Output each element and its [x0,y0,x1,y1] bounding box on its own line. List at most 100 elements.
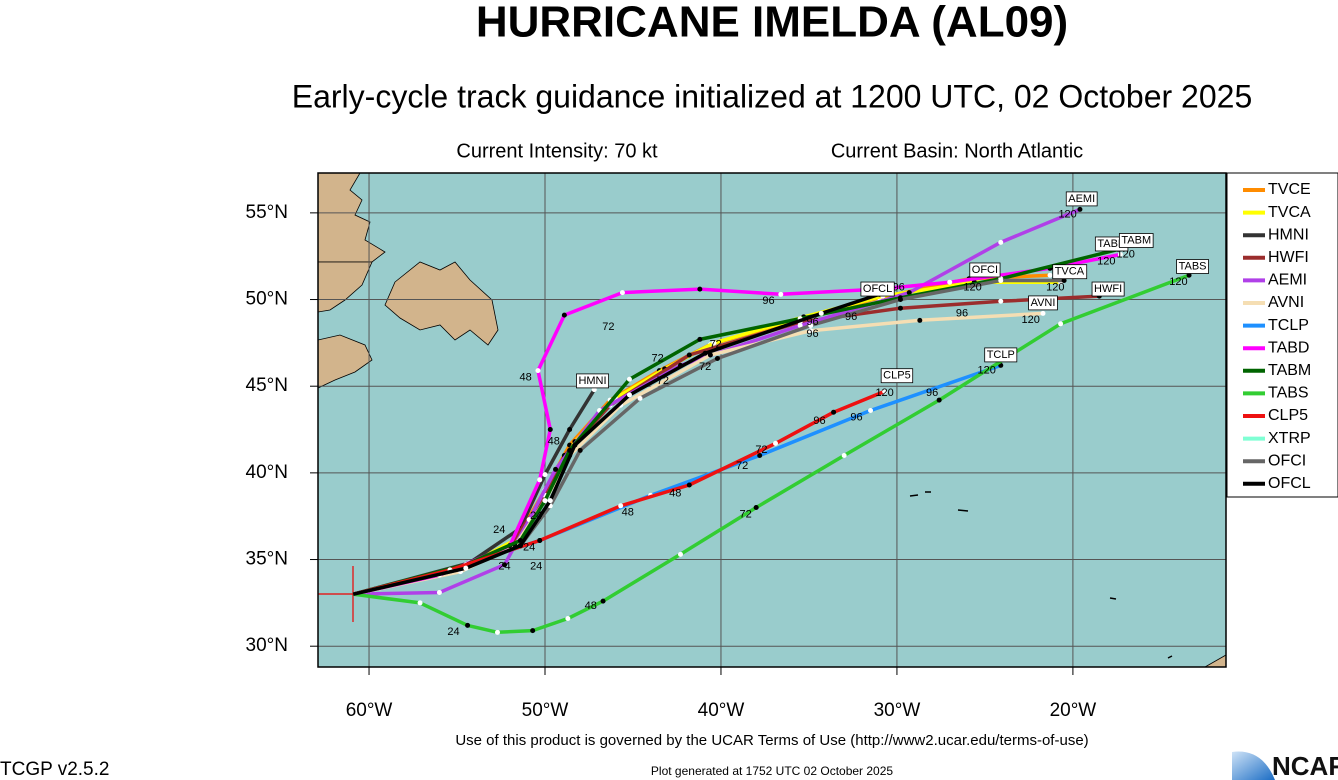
y-tick-label: 45°N [246,375,288,396]
track-point [537,537,543,543]
track-point [626,392,632,398]
track-point [1186,272,1192,278]
intensity: Current Intensity: 70 kt [456,140,658,162]
basin: Current Basin: North Atlantic [831,140,1083,162]
model-tag: HMNI [578,375,606,387]
track-point [502,562,508,568]
tau-label: 120 [875,387,893,399]
model-tag: AVNI [1031,297,1056,309]
legend-label: AEMI [1268,272,1307,289]
track [352,252,1121,596]
model-tag-box [1091,281,1125,297]
model-tag: OFCI [972,264,998,276]
model-tag: TABM [1121,235,1151,247]
track-point [686,352,692,358]
subtitle: Early-cycle track guidance initialized a… [292,78,1252,114]
tau-label: 72 [657,375,669,387]
tau-label: 120 [1046,281,1064,293]
tau-label: 120 [1169,276,1187,288]
tau-label: 96 [845,311,857,323]
tau-label: 96 [850,411,862,423]
track-point [436,589,442,595]
tau-label: 48 [520,371,532,383]
legend-label: AVNI [1268,294,1304,311]
model-tag-box [1052,264,1088,280]
legend-label: OFCL [1268,475,1311,492]
tau-label: 24 [447,626,459,638]
track-point [619,290,625,296]
legend-label: HWFI [1268,249,1309,266]
model-tag: TCLP [987,349,1015,361]
model-tag-box [969,262,1001,278]
tau-label: 96 [813,415,825,427]
model-tag-box [880,368,914,384]
track-point [697,286,703,292]
track-point [417,600,423,606]
model-tag-box [1118,233,1154,248]
track-point [882,388,888,394]
title: HURRICANE IMELDA (AL09) [476,0,1068,47]
y-tick-label: 55°N [246,202,288,223]
tau-label: 96 [806,316,818,328]
track-point [686,482,692,488]
y-tick-label: 30°N [246,635,288,656]
model-tag: TVCA [1055,266,1085,278]
model-tag: HWFI [1094,283,1122,295]
track-point [547,427,553,433]
model-tag-box [860,281,895,297]
track-point [917,317,923,323]
tau-label: 48 [548,436,560,448]
track-point [753,505,759,511]
y-tick-label: 50°N [246,289,288,310]
logo-mark [1232,751,1275,780]
track-point [697,336,703,342]
tau-label: 120 [963,281,981,293]
tau-label: 72 [755,444,767,456]
terms: Use of this product is governed by the U… [455,732,1088,749]
model-tag-box [984,347,1018,363]
model-tag-box [576,373,609,389]
track-point [677,551,683,557]
track-point [998,239,1004,245]
x-tick-label: 40°W [698,700,745,721]
tau-label: 72 [710,339,722,351]
y-tick-label: 40°N [246,462,288,483]
track-point [553,466,559,472]
generated: Plot generated at 1752 UTC 02 October 20… [651,764,893,778]
legend-label: TABM [1268,362,1311,379]
legend-label: XTRP [1268,430,1311,447]
tau-label: 72 [602,321,614,333]
tau-label: 96 [926,387,938,399]
tau-label: 24 [530,510,542,522]
track-point [465,622,471,628]
track-point [897,297,903,303]
legend-label: HMNI [1268,226,1309,243]
tau-label: 96 [893,281,905,293]
ocean [318,173,1226,667]
model-tag: CLP5 [883,370,911,382]
track-point [1047,272,1053,278]
legend-label: CLP5 [1268,407,1308,424]
track-point [797,323,803,329]
track-point [591,387,597,393]
plot-frame [317,172,1227,668]
track-point [626,376,632,382]
tau-label: 72 [739,508,751,520]
model-tag-box [1065,191,1098,207]
track-point [947,279,953,285]
track-point [600,598,606,604]
tau-label: 120 [1097,255,1115,267]
tau-label: 24 [530,560,542,572]
track-point [1061,277,1067,283]
tau-label: 48 [669,488,681,500]
track-point [897,305,903,311]
track-point [808,323,814,329]
model-tag-box [1028,295,1058,311]
tau-label: 24 [523,541,535,553]
tau-label: 120 [978,365,996,377]
legend-label: OFCI [1268,452,1306,469]
model-tag: TABS [1179,261,1207,273]
track-point [868,407,874,413]
track-point [637,395,643,401]
